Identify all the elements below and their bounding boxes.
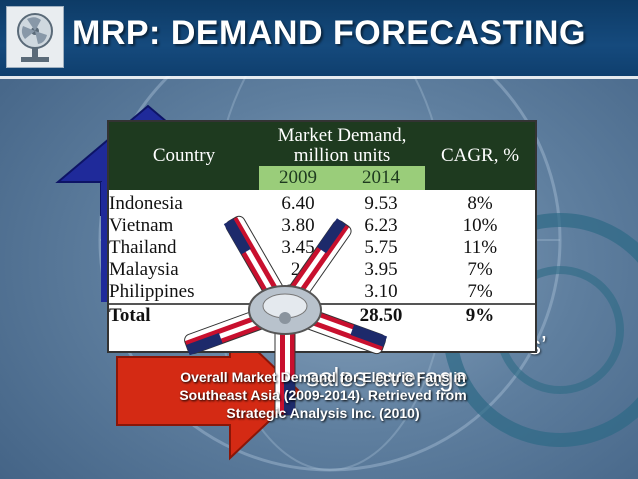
table-row: Vietnam 3.80 6.23 10% [109, 215, 535, 237]
cell-country: Philippines [109, 281, 195, 302]
cell-2014: 5.75 [364, 237, 398, 258]
ceiling-fan-icon [184, 215, 388, 416]
header-country: Country [152, 145, 216, 166]
slide-title: MRP: DEMAND FORECASTING [72, 14, 586, 52]
cell-2014: 3.95 [364, 259, 398, 280]
partial-text-sales-average: sales average [306, 362, 468, 392]
table-row: Thailand 3.45 5.75 11% [109, 237, 535, 259]
cell-cagr: 9% [425, 303, 535, 327]
table-caption: Overall Market Demand for Electric Fans … [108, 368, 538, 422]
fan-logo-icon [6, 6, 64, 68]
cell-2009: 3.80 [281, 215, 315, 236]
cell-cagr: 10% [462, 215, 498, 236]
caption-line-2: Southeast Asia (2009-2014). Retrieved fr… [179, 387, 467, 403]
cell-cagr: 8% [467, 193, 493, 214]
cell-cagr: 11% [462, 237, 498, 258]
cell-cagr: 7% [467, 259, 493, 280]
cell-2014: 6.23 [364, 215, 398, 236]
cell-2014: 3.10 [364, 281, 398, 302]
title-bar [0, 0, 638, 76]
cell-2014: 9.53 [364, 193, 398, 214]
cell-country: Thailand [109, 237, 177, 258]
cell-country: Vietnam [109, 215, 174, 236]
title-divider [0, 76, 638, 79]
cell-country: Malaysia [109, 259, 179, 280]
table-row: Philippines 2.5 3.10 7% [109, 281, 535, 304]
header-year-2009: 2009 [259, 166, 338, 190]
cell-country: Indonesia [109, 193, 183, 214]
cell-cagr: 7% [467, 281, 493, 302]
header-year-2014: 2014 [337, 166, 425, 190]
table-row: Indonesia 6.40 9.53 8% [109, 193, 535, 215]
caption-line-1: Overall Market Demand for Electric Fans … [180, 369, 466, 385]
header-cagr: CAGR, % [440, 145, 520, 166]
caption-line-3: Strategic Analysis Inc. (2010) [226, 405, 420, 421]
cell-2014: 28.50 [337, 303, 425, 327]
market-demand-table: Country Market Demand, million units CAG… [107, 120, 537, 353]
header-market-demand: Market Demand, million units [277, 125, 407, 166]
table-row: Malaysia 2. 3.95 7% [109, 259, 535, 281]
cell-2009: 3.45 [281, 237, 315, 258]
cell-2009: 6.40 [281, 193, 315, 214]
